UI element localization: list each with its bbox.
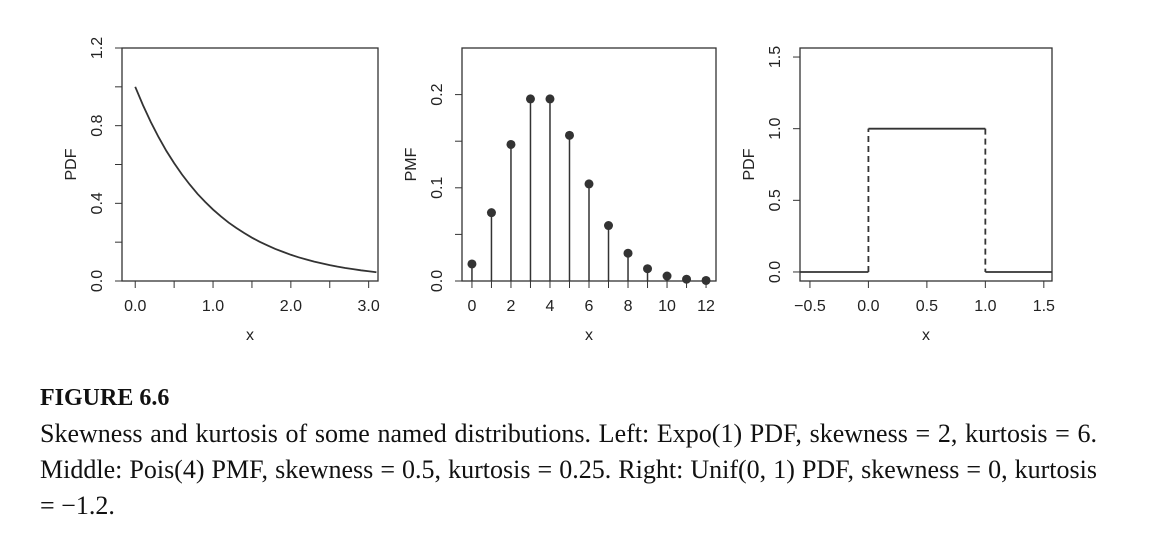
x-tick-label: 1.0 (202, 298, 224, 315)
caption-label: FIGURE 6.6 (40, 385, 170, 411)
plot-box (799, 47, 1053, 282)
stem-point (584, 179, 594, 189)
y-tick-label: 0.0 (429, 270, 446, 292)
stem-point (545, 94, 555, 104)
x-axis-label: x (922, 327, 930, 344)
stem-point (682, 274, 692, 284)
stem-point (604, 221, 614, 231)
stem-point (525, 94, 535, 104)
stem-point (467, 259, 477, 269)
x-tick-label: 0.5 (916, 298, 938, 315)
y-tick-label: 0.0 (89, 270, 106, 292)
stem-point (486, 208, 496, 218)
stem-point (623, 248, 633, 258)
x-tick-label: 6 (585, 298, 594, 315)
curve (134, 86, 377, 274)
y-tick-label: 1.2 (89, 37, 106, 59)
y-tick-label: 0.8 (89, 114, 106, 136)
x-tick-label: 0 (467, 298, 476, 315)
y-axis-label: PDF (741, 148, 758, 180)
caption: FIGURE 6.6 Skewness and kurtosis of some… (40, 380, 1097, 524)
x-tick-label: 12 (697, 298, 715, 315)
y-tick-label: 1.0 (767, 117, 784, 139)
x-axis-label: x (585, 327, 593, 344)
x-tick-label: 1.5 (1033, 298, 1055, 315)
x-tick-label: 2.0 (280, 298, 302, 315)
y-tick-label: 0.0 (767, 261, 784, 283)
stem-point (506, 139, 516, 149)
x-tick-label: 0.0 (124, 298, 146, 315)
y-tick-label: 1.5 (767, 46, 784, 68)
x-tick-label: 8 (624, 298, 633, 315)
y-tick-label: 0.2 (429, 83, 446, 105)
x-tick-label: 4 (546, 298, 555, 315)
x-tick-label: 2 (507, 298, 516, 315)
x-tick-label: 3.0 (358, 298, 380, 315)
stem-point (701, 275, 711, 285)
stem-point (662, 271, 672, 281)
stem-point (643, 264, 653, 274)
y-tick-label: 0.4 (89, 192, 106, 214)
y-tick-label: 0.5 (767, 189, 784, 211)
plot-box (121, 47, 379, 282)
stem-point (564, 130, 574, 140)
x-axis-label: x (246, 327, 254, 344)
x-tick-label: 1.0 (974, 298, 996, 315)
x-tick-label: 0.0 (857, 298, 879, 315)
y-axis-label: PMF (403, 147, 420, 181)
figure: 0.0 1.0 2.0 3.0 0.0 0.4 0.8 1.2 x PDF 0 2 4 6 8 10 12 0.0… (63, 37, 1055, 344)
y-tick-label: 0.1 (429, 177, 446, 199)
caption-text: Skewness and kurtosis of some named dist… (40, 419, 1097, 520)
x-tick-label: −0.5 (794, 298, 826, 315)
y-axis-label: PDF (63, 148, 80, 180)
x-tick-label: 10 (658, 298, 676, 315)
